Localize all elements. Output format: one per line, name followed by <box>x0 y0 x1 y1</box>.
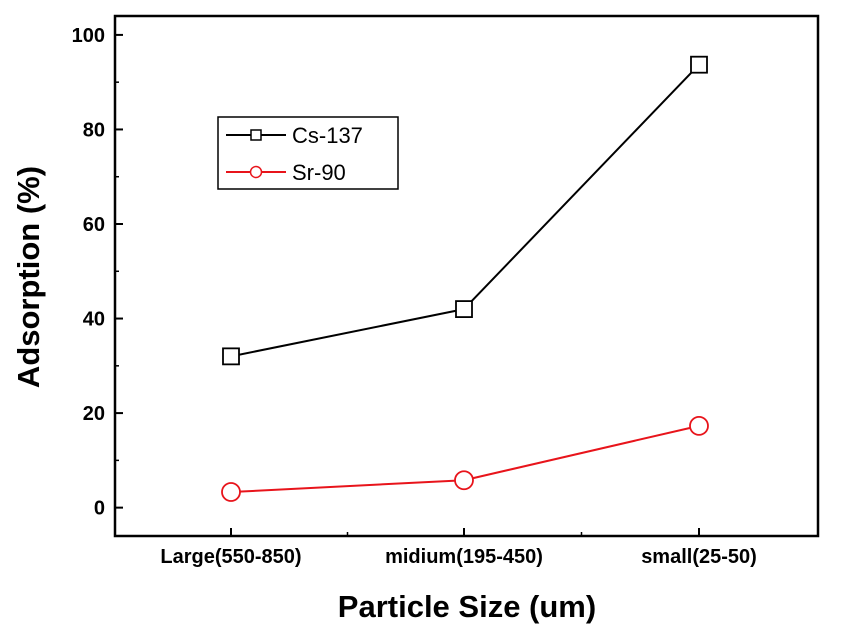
x-tick-label: midium(195-450) <box>385 546 543 568</box>
legend-label-sr-90: Sr-90 <box>292 160 346 185</box>
legend-marker-sr-90 <box>249 165 263 179</box>
data-point-sr-90 <box>689 415 709 436</box>
y-tick-label: 40 <box>83 309 105 331</box>
x-tick-label: Large(550-850) <box>160 546 301 568</box>
series-segment-sr-90 <box>230 479 465 494</box>
y-tick-label: 100 <box>72 25 105 47</box>
series-segment-cs-137 <box>230 308 465 358</box>
x-tick-label: small(25-50) <box>641 546 757 568</box>
legend-box <box>217 116 399 190</box>
series-layer <box>221 55 709 502</box>
data-point-cs-137 <box>455 300 473 318</box>
x-axis: Large(550-850) midium(195-450) small(25-50… <box>160 528 757 568</box>
y-tick-label: 0 <box>94 498 105 520</box>
plot-frame <box>113 14 820 538</box>
y-axis-title: Adsorption (%) <box>11 166 46 388</box>
y-tick-label: 20 <box>83 403 105 425</box>
y-tick-label: 60 <box>83 214 105 236</box>
x-axis-title: Particle Size (um) <box>338 589 596 624</box>
legend-marker-cs-137 <box>250 129 262 141</box>
series-segment-cs-137 <box>463 63 700 310</box>
data-point-cs-137 <box>690 55 708 74</box>
series-segment-sr-90 <box>463 424 700 482</box>
data-point-sr-90 <box>221 482 241 502</box>
y-axis: 0 20 40 60 80 100 <box>72 25 123 520</box>
legend: Cs-137 Sr-90 <box>217 116 399 190</box>
data-point-sr-90 <box>454 470 474 491</box>
y-tick-label: 80 <box>83 119 105 141</box>
legend-label-cs-137: Cs-137 <box>292 123 363 148</box>
data-point-cs-137 <box>222 347 240 366</box>
